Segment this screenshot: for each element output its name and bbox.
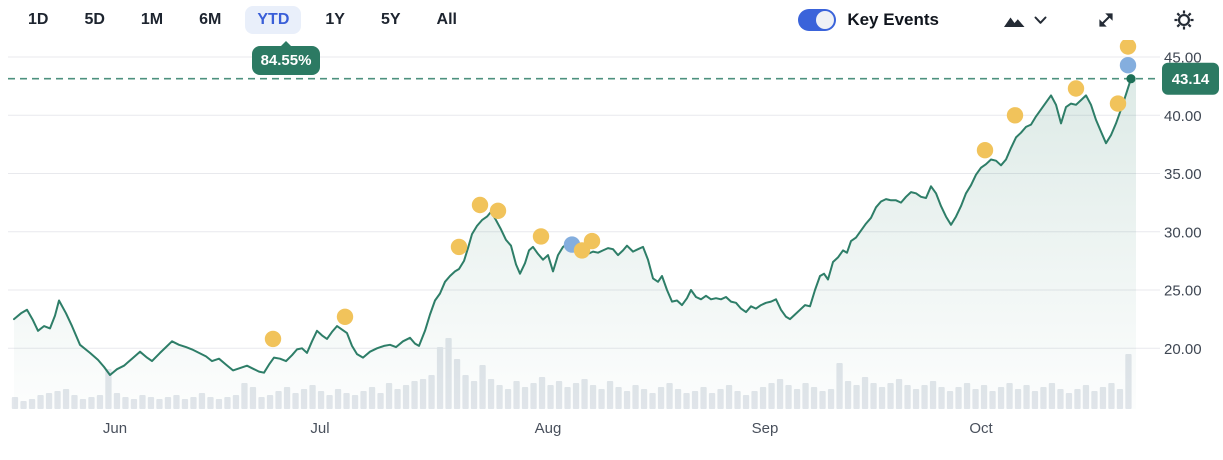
range-tab-1y[interactable]: 1Y — [325, 11, 345, 28]
expand-icon — [1099, 13, 1113, 27]
range-tab-ytd[interactable]: YTD — [245, 6, 302, 34]
key-event-marker-yellow[interactable] — [471, 196, 489, 214]
x-axis-label: Aug — [535, 420, 562, 437]
range-tab-1d[interactable]: 1D — [28, 11, 49, 28]
ytd-change-value: 84.55% — [260, 52, 312, 69]
key-event-marker-yellow[interactable] — [489, 202, 507, 219]
range-selector: 1D 5D 1M 6M YTD 1Y 5Y All — [16, 6, 469, 34]
current-price-value: 43.14 — [1172, 71, 1210, 88]
y-axis-label: 45.00 — [1164, 50, 1202, 67]
key-event-marker-yellow[interactable] — [336, 308, 354, 325]
range-tab-all[interactable]: All — [436, 11, 457, 28]
range-tab-5d[interactable]: 5D — [84, 11, 105, 28]
key-event-marker-yellow[interactable] — [264, 330, 282, 348]
key-event-marker-yellow[interactable] — [976, 142, 994, 159]
area-chart-icon — [1004, 17, 1025, 27]
price-area-fill — [14, 78, 1136, 409]
y-axis-label: 20.00 — [1164, 341, 1202, 358]
key-event-marker-yellow[interactable] — [1067, 80, 1085, 97]
key-events-toggle[interactable] — [798, 9, 837, 31]
key-event-marker-yellow[interactable] — [1109, 95, 1127, 112]
latest-price-dot — [1126, 74, 1136, 84]
gear-icon — [1174, 10, 1194, 30]
current-price-badge — [1162, 62, 1219, 95]
key-events-label: Key Events — [847, 10, 939, 29]
x-axis-label: Jun — [103, 420, 127, 437]
key-event-marker-yellow[interactable] — [532, 228, 550, 245]
key-event-marker-yellow[interactable] — [450, 238, 468, 256]
range-tab-5y[interactable]: 5Y — [380, 11, 401, 28]
chart-type-button[interactable] — [1003, 11, 1047, 29]
range-tab-6m[interactable]: 6M — [199, 11, 222, 28]
x-axis-label: Oct — [969, 420, 993, 437]
price-line — [13, 77, 1132, 376]
toggle-knob — [816, 11, 835, 29]
key-event-marker-yellow[interactable] — [583, 232, 601, 250]
fullscreen-button[interactable] — [1095, 9, 1117, 31]
toolbar-controls: Key Events — [798, 9, 1223, 31]
x-axis-label: Sep — [752, 420, 779, 437]
x-axis-label: Jul — [310, 420, 329, 437]
key-event-marker-yellow[interactable] — [1006, 107, 1024, 124]
key-event-marker-blue[interactable] — [1119, 56, 1137, 74]
chevron-down-icon — [1034, 16, 1047, 24]
ytd-change-tooltip: 84.55% — [252, 41, 320, 75]
y-axis-label: 40.00 — [1164, 108, 1202, 125]
settings-button[interactable] — [1173, 9, 1195, 31]
y-axis-label: 30.00 — [1164, 224, 1202, 241]
y-axis-label: 35.00 — [1164, 166, 1202, 183]
key-event-marker-yellow[interactable] — [1119, 40, 1137, 55]
chart-toolbar: 1D 5D 1M 6M YTD 1Y 5Y All Key Events — [0, 0, 1223, 40]
y-axis-label: 25.00 — [1164, 283, 1202, 300]
price-chart-svg[interactable]: 45.00 40.00 35.00 30.00 25.00 20.00 Jun Jul Aug S… — [0, 40, 1223, 460]
chart-area: 45.00 40.00 35.00 30.00 25.00 20.00 Jun Jul Aug S… — [0, 40, 1223, 460]
range-tab-1m[interactable]: 1M — [140, 11, 164, 28]
